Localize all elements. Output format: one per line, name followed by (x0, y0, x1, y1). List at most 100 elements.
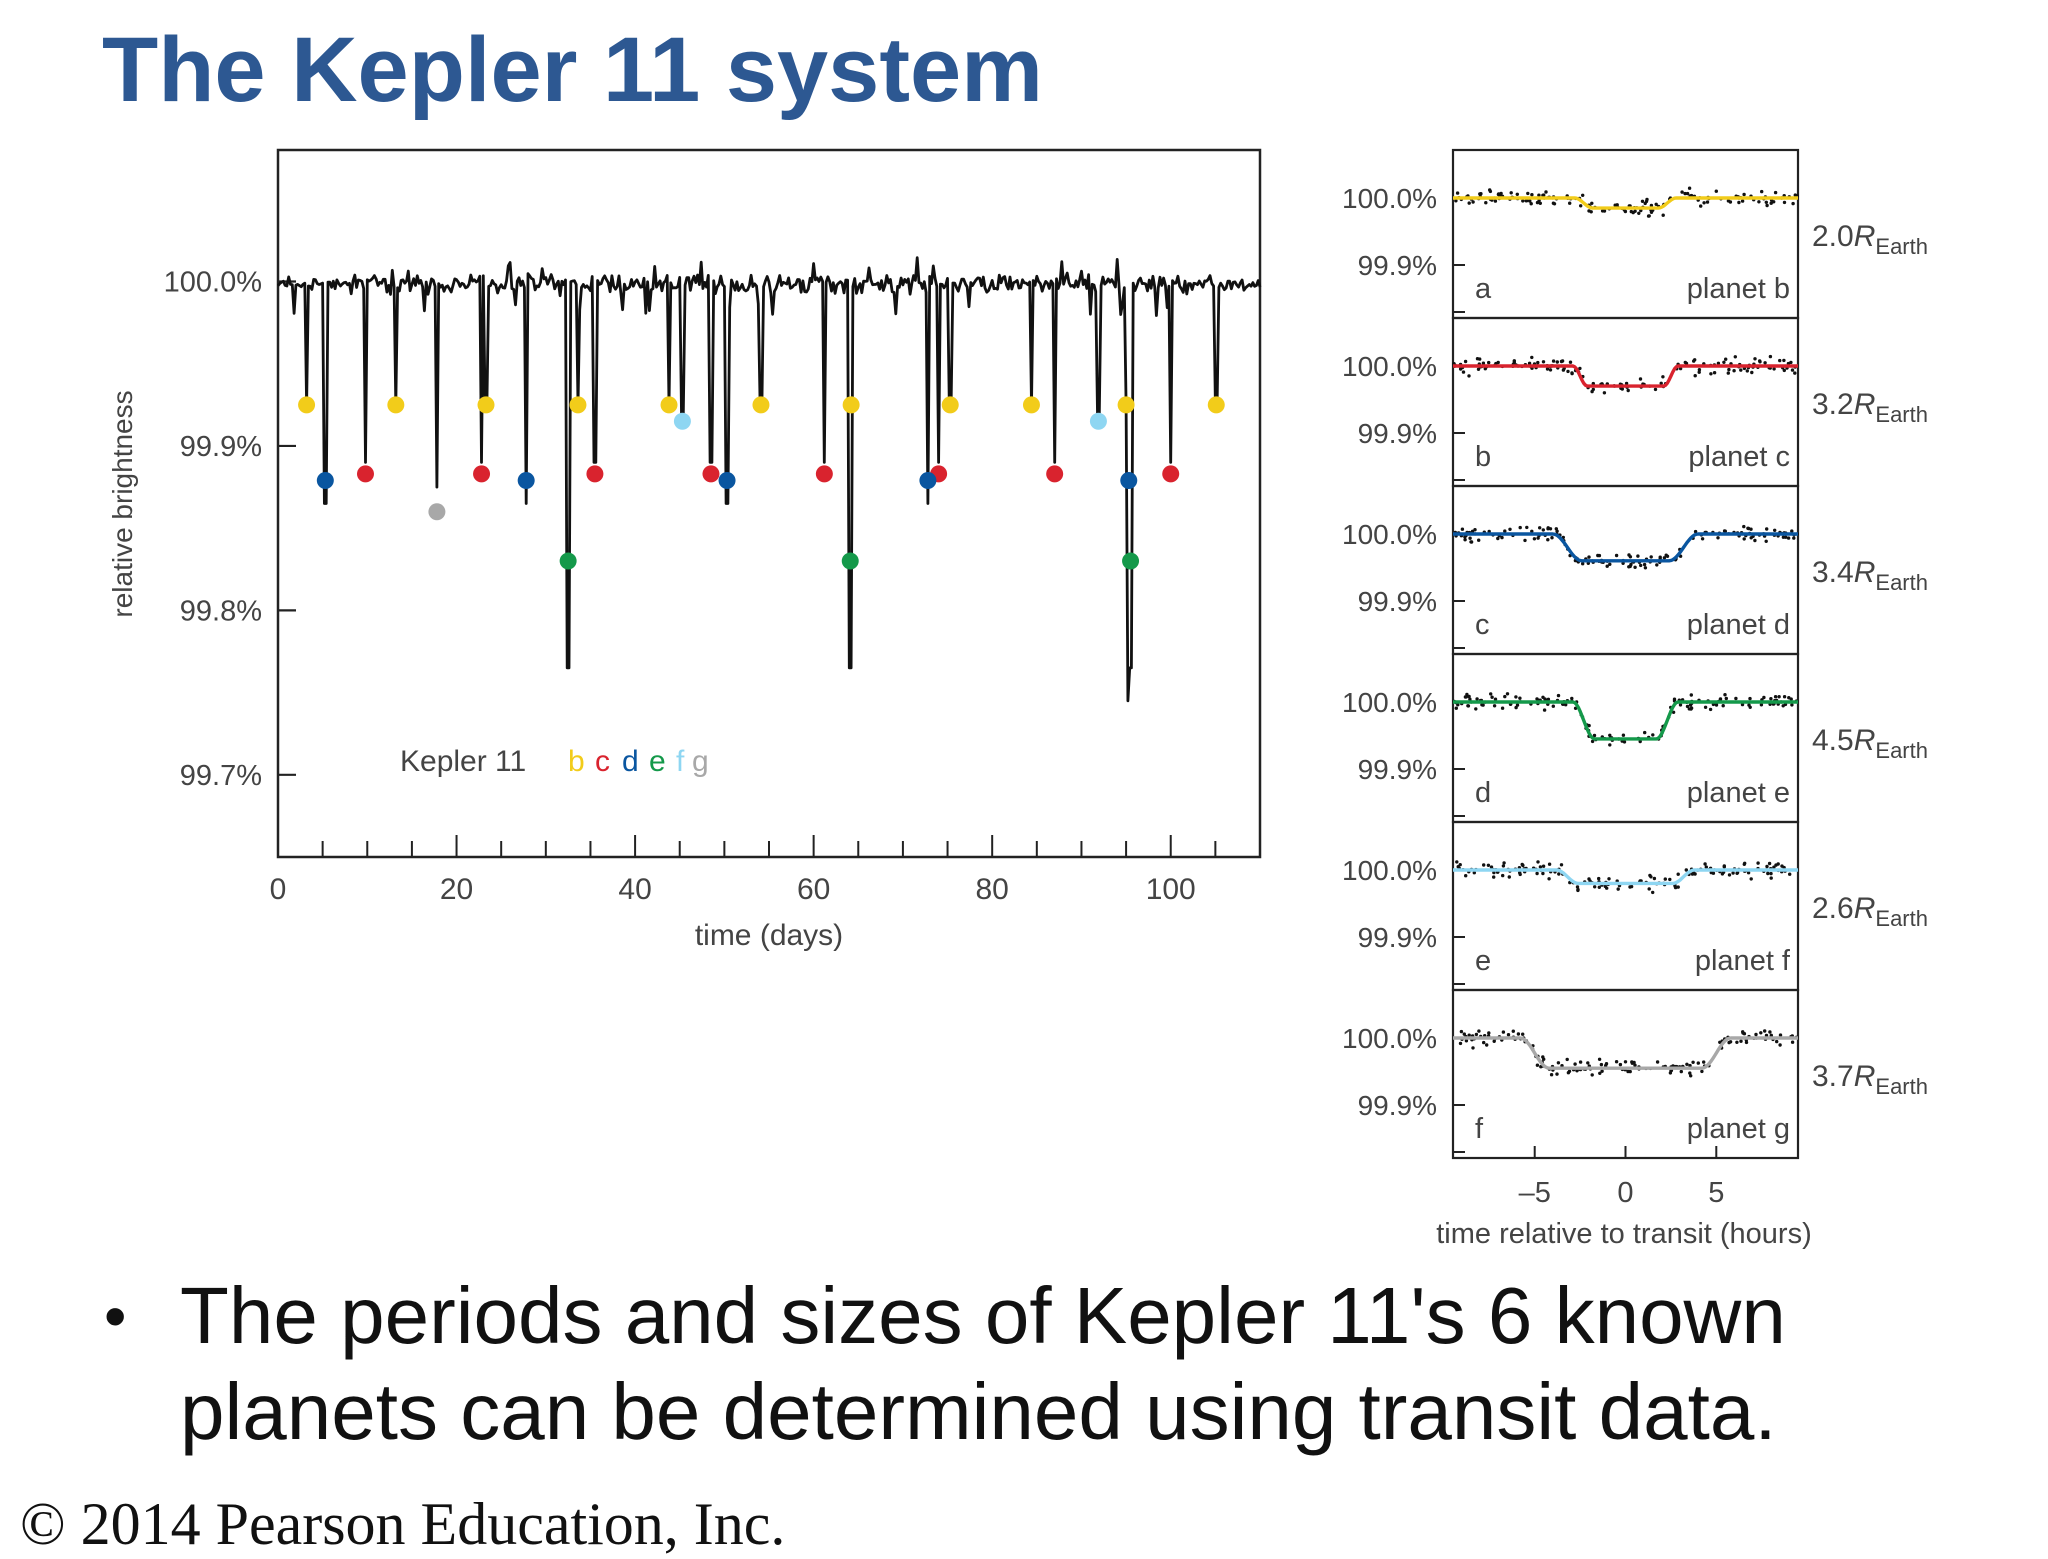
transit-data-point (1530, 193, 1534, 197)
main-x-tick-label: 60 (797, 873, 830, 906)
transit-data-point (1700, 1069, 1704, 1074)
transit-data-point (1555, 360, 1560, 364)
transit-data-point (1590, 739, 1595, 744)
transit-data-point (1745, 369, 1750, 373)
transit-data-point (1722, 864, 1727, 868)
transit-data-point (1728, 1040, 1733, 1044)
transit-data-point (1638, 739, 1642, 744)
transit-data-point (1593, 885, 1597, 889)
transit-data-point (1679, 1069, 1684, 1074)
transit-data-point (1741, 1031, 1745, 1035)
transit-data-point (1649, 210, 1654, 214)
transit-data-point (1454, 199, 1458, 203)
transit-data-point (1604, 1062, 1609, 1066)
transit-data-point (1765, 203, 1769, 208)
transit-data-point (1789, 360, 1793, 365)
transit-data-point (1614, 553, 1619, 558)
transit-data-point (1756, 861, 1760, 865)
transit-data-point (1521, 863, 1525, 868)
transit-data-point (1621, 733, 1626, 737)
transit-data-point (1466, 704, 1470, 708)
transit-data-point (1773, 695, 1778, 699)
main-y-tick-label: 99.9% (180, 431, 262, 463)
transit-data-point (1575, 885, 1580, 889)
main-y-tick-label: 99.8% (180, 595, 262, 627)
transit-data-point (1777, 695, 1781, 699)
transit-model-curve (1453, 1036, 1798, 1070)
transit-data-point (1762, 695, 1766, 700)
transit-data-point (1469, 540, 1474, 544)
transit-data-point (1616, 887, 1620, 891)
copyright-footer: © 2014 Pearson Education, Inc. (20, 1491, 786, 1557)
transit-data-point (1758, 360, 1762, 364)
transit-data-point (1486, 863, 1491, 867)
transit-data-point (1649, 875, 1653, 879)
transit-data-point (1492, 704, 1497, 708)
transit-data-point (1704, 865, 1709, 869)
transit-data-point (1668, 1071, 1673, 1075)
transit-data-point (1489, 692, 1493, 696)
transit-data-point (1724, 357, 1728, 361)
transit-data-point (1720, 872, 1725, 876)
transit-data-point (1769, 871, 1773, 876)
transit-data-point (1764, 200, 1769, 204)
legend-label: Kepler 11 (400, 745, 526, 778)
transit-data-point (1599, 1062, 1604, 1067)
side-x-axis-label: time relative to transit (hours) (1436, 1218, 1812, 1250)
transit-data-point (1753, 357, 1757, 361)
transit-data-point (1757, 200, 1761, 204)
transit-data-point (1651, 733, 1655, 737)
transit-model-curve (1453, 196, 1798, 210)
transit-data-point (1709, 372, 1713, 376)
transit-data-point (1637, 211, 1641, 215)
planet-radius-label: 3.2REarth (1812, 388, 1928, 427)
transit-data-point (1474, 1032, 1479, 1037)
transit-data-point (1685, 704, 1690, 709)
transit-data-point (1718, 697, 1723, 701)
transit-data-point (1538, 526, 1542, 530)
transit-data-point (1532, 537, 1537, 541)
transit-data-point (1749, 877, 1753, 881)
transit-data-point (1602, 391, 1607, 395)
transit-data-point (1791, 201, 1795, 206)
transit-data-point (1568, 360, 1573, 364)
transit-data-point (1626, 1069, 1630, 1074)
main-y-tick-label: 100.0% (164, 267, 262, 299)
transit-data-point (1581, 193, 1585, 197)
transit-data-point (1782, 368, 1787, 373)
panel-planet-label: planet g (1687, 1113, 1790, 1145)
transit-data-points (1453, 524, 1800, 570)
transit-data-point (1636, 554, 1640, 558)
planet-radius-value: 3.4 (1812, 556, 1854, 589)
transit-data-point (1754, 1032, 1758, 1037)
transit-data-point (1716, 536, 1720, 540)
transit-data-point (1467, 1033, 1471, 1037)
transit-data-point (1718, 1040, 1722, 1045)
transit-data-point (1475, 697, 1479, 701)
transit-data-point (1462, 1032, 1467, 1036)
transit-data-point (1697, 368, 1702, 372)
side-y-tick-label: 99.9% (1358, 1090, 1437, 1121)
transit-data-point (1556, 1061, 1561, 1065)
transit-data-point (1653, 387, 1658, 392)
transit-data-point (1487, 360, 1491, 365)
main-x-tick-label: 40 (618, 873, 651, 906)
transit-model-curve (1453, 532, 1798, 563)
transit-data-point (1759, 703, 1764, 707)
planet-radius-value: 3.2 (1812, 388, 1854, 421)
transit-model-curve (1453, 700, 1798, 741)
panel-planet-label: planet d (1687, 609, 1790, 641)
transit-data-point (1680, 190, 1684, 194)
transit-data-point (1552, 202, 1557, 206)
transit-data-point (1487, 1031, 1491, 1035)
transit-data-point (1792, 536, 1796, 540)
transit-marker-d (517, 471, 535, 489)
transit-data-point (1769, 876, 1773, 880)
transit-data-point (1541, 528, 1546, 532)
transit-data-point (1775, 1039, 1779, 1044)
transit-data-point (1727, 873, 1732, 877)
side-y-tick-label: 99.9% (1358, 586, 1437, 617)
transit-data-point (1478, 357, 1482, 361)
transit-data-point (1627, 565, 1631, 569)
transit-data-point (1607, 877, 1611, 881)
